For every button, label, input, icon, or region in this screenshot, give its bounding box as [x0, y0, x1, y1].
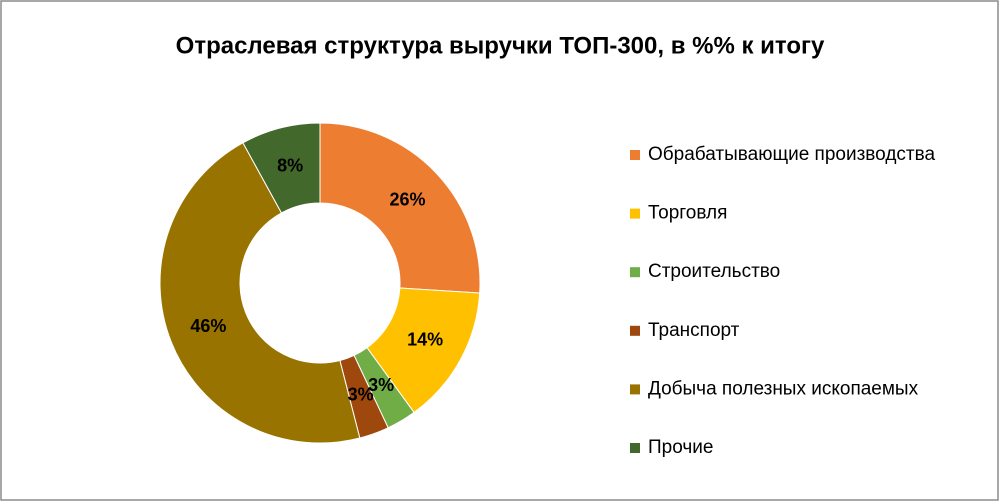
- legend-swatch: [630, 384, 640, 395]
- legend-swatch: [630, 267, 640, 278]
- legend-label: Строительство: [648, 261, 780, 282]
- legend-label: Добыча полезных ископаемых: [648, 378, 919, 399]
- data-label: 26%: [389, 190, 425, 210]
- data-label: 46%: [190, 316, 226, 336]
- legend-label: Прочие: [648, 437, 713, 458]
- legend-swatch: [630, 325, 640, 336]
- data-label: 3%: [348, 385, 374, 405]
- data-label: 3%: [368, 375, 394, 395]
- legend-label: Обрабатывающие производства: [648, 144, 935, 165]
- legend-swatch: [630, 443, 640, 453]
- legend-swatch: [630, 150, 640, 160]
- donut-slice: [242, 122, 321, 214]
- legend-swatch: [630, 208, 640, 219]
- donut-slice: [319, 122, 481, 294]
- legend-label: Транспорт: [648, 320, 740, 341]
- chart-title: Отраслевая структура выручки ТОП-300, в …: [176, 32, 825, 59]
- donut-slice: [159, 142, 361, 444]
- data-label: 14%: [407, 330, 443, 350]
- data-label: 8%: [277, 156, 303, 176]
- legend-label: Торговля: [648, 203, 727, 224]
